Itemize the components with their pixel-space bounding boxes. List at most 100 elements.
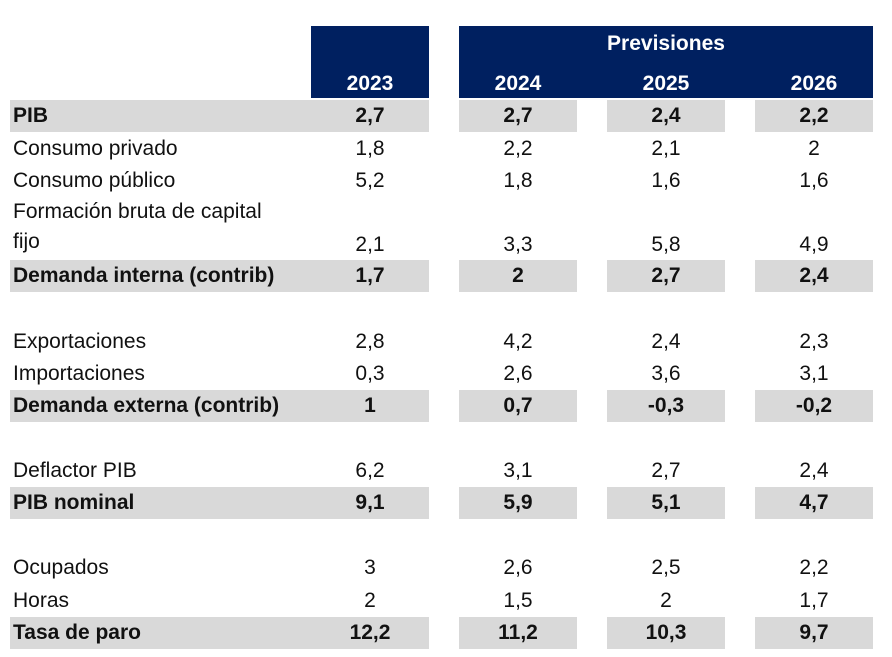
table-row-horas: Horas 2 1,5 2 1,7: [0, 585, 892, 617]
header-year-2024: 2024: [494, 72, 542, 95]
cell-2026: 1,6: [799, 169, 829, 192]
cell-2026: -0,2: [795, 394, 833, 417]
row-label-line1: Formación bruta de capital: [13, 200, 262, 223]
cell-2025: 2,7: [651, 459, 681, 482]
row-label-line2: fijo: [13, 230, 40, 253]
header-2023-block: [311, 26, 429, 98]
cell-2024: 2,6: [503, 362, 533, 385]
row-label: PIB nominal: [13, 491, 135, 514]
row-shade: [755, 617, 873, 649]
cell-2025: 5,8: [651, 233, 681, 256]
row-shade: [607, 617, 725, 649]
header-forecast-block: [459, 26, 873, 98]
cell-2025: -0,3: [647, 394, 685, 417]
row-shade: [607, 260, 725, 292]
table-row-importaciones: Importaciones 0,3 2,6 3,6 3,1: [0, 358, 892, 390]
cell-2026: 2: [808, 137, 820, 160]
table-row-deflactor-pib: Deflactor PIB 6,2 3,1 2,7 2,4: [0, 455, 892, 487]
cell-2026: 9,7: [799, 621, 829, 644]
row-shade: [10, 100, 429, 132]
cell-2024: 2,6: [503, 556, 533, 579]
row-shade: [607, 390, 725, 422]
header-year-2023: 2023: [346, 72, 394, 95]
row-shade: [459, 260, 577, 292]
table-row-fbcf: Formación bruta de capital fijo 2,1 3,3 …: [0, 197, 892, 261]
cell-2024: 0,7: [503, 394, 533, 417]
row-shade: [459, 487, 577, 519]
cell-2025: 2,5: [651, 556, 681, 579]
header-year-2026: 2026: [790, 72, 838, 95]
row-shade: [607, 100, 725, 132]
row-label: Importaciones: [13, 362, 145, 385]
cell-2026: 2,2: [799, 556, 829, 579]
cell-2025: 2,4: [651, 104, 681, 127]
cell-2026: 1,7: [799, 589, 829, 612]
cell-2026: 4,9: [799, 233, 829, 256]
table-row-tasa-de-paro: Tasa de paro 12,2 11,2 10,3 9,7: [0, 617, 892, 649]
row-label: Horas: [13, 589, 70, 612]
table-row-pib: PIB 2,7 2,7 2,4 2,2: [0, 100, 892, 132]
cell-2025: 2,4: [651, 330, 681, 353]
cell-2023: 3: [364, 556, 376, 579]
cell-2023: 2: [364, 589, 376, 612]
row-shade: [755, 100, 873, 132]
cell-2023: 1,8: [355, 137, 385, 160]
cell-2024: 1,8: [503, 169, 533, 192]
cell-2025: 10,3: [645, 621, 687, 644]
cell-2025: 1,6: [651, 169, 681, 192]
cell-2024: 3,1: [503, 459, 533, 482]
cell-2023: 12,2: [349, 621, 391, 644]
row-shade: [607, 487, 725, 519]
header-forecast-label: Previsiones: [607, 32, 725, 55]
cell-2024: 2: [512, 264, 524, 287]
row-label: Formación bruta de capital fijo: [13, 197, 262, 261]
cell-2025: 2,1: [651, 137, 681, 160]
cell-2024: 2,7: [503, 104, 533, 127]
cell-2025: 2: [660, 589, 672, 612]
row-label: Deflactor PIB: [13, 459, 137, 482]
cell-2024: 1,5: [503, 589, 533, 612]
table-row-consumo-publico: Consumo público 5,2 1,8 1,6 1,6: [0, 165, 892, 197]
cell-2025: 3,6: [651, 362, 681, 385]
cell-2026: 3,1: [799, 362, 829, 385]
cell-2023: 6,2: [355, 459, 385, 482]
cell-2025: 5,1: [651, 491, 681, 514]
cell-2024: 3,3: [503, 233, 533, 256]
header-year-2025: 2025: [642, 72, 690, 95]
row-label: Tasa de paro: [13, 621, 141, 644]
cell-2026: 2,2: [799, 104, 829, 127]
row-shade: [755, 487, 873, 519]
row-shade: [755, 390, 873, 422]
row-label: Consumo público: [13, 169, 176, 192]
cell-2023: 2,7: [355, 104, 385, 127]
cell-2023: 2,8: [355, 330, 385, 353]
row-label: Consumo privado: [13, 137, 178, 160]
cell-2025: 2,7: [651, 264, 681, 287]
row-shade: [10, 390, 429, 422]
row-shade: [10, 260, 429, 292]
cell-2026: 2,4: [799, 459, 829, 482]
row-shade: [459, 100, 577, 132]
cell-2024: 5,9: [503, 491, 533, 514]
cell-2026: 4,7: [799, 491, 829, 514]
cell-2026: 2,4: [799, 264, 829, 287]
table-row-consumo-privado: Consumo privado 1,8 2,2 2,1 2: [0, 133, 892, 165]
row-label: PIB: [13, 104, 49, 127]
table-row-ocupados: Ocupados 3 2,6 2,5 2,2: [0, 552, 892, 584]
table-row-exportaciones: Exportaciones 2,8 4,2 2,4 2,3: [0, 326, 892, 358]
row-shade: [10, 617, 429, 649]
cell-2023: 5,2: [355, 169, 385, 192]
cell-2024: 2,2: [503, 137, 533, 160]
cell-2023: 0,3: [355, 362, 385, 385]
table-row-demanda-externa: Demanda externa (contrib) 1 0,7 -0,3 -0,…: [0, 390, 892, 422]
row-label: Exportaciones: [13, 330, 147, 353]
cell-2026: 2,3: [799, 330, 829, 353]
cell-2023: 1,7: [355, 264, 385, 287]
cell-2023: 2,1: [355, 233, 385, 256]
row-label: Ocupados: [13, 556, 109, 579]
cell-2024: 11,2: [498, 621, 538, 644]
cell-2024: 4,2: [503, 330, 533, 353]
table-row-pib-nominal: PIB nominal 9,1 5,9 5,1 4,7: [0, 487, 892, 519]
row-shade: [10, 487, 429, 519]
row-shade: [459, 390, 577, 422]
